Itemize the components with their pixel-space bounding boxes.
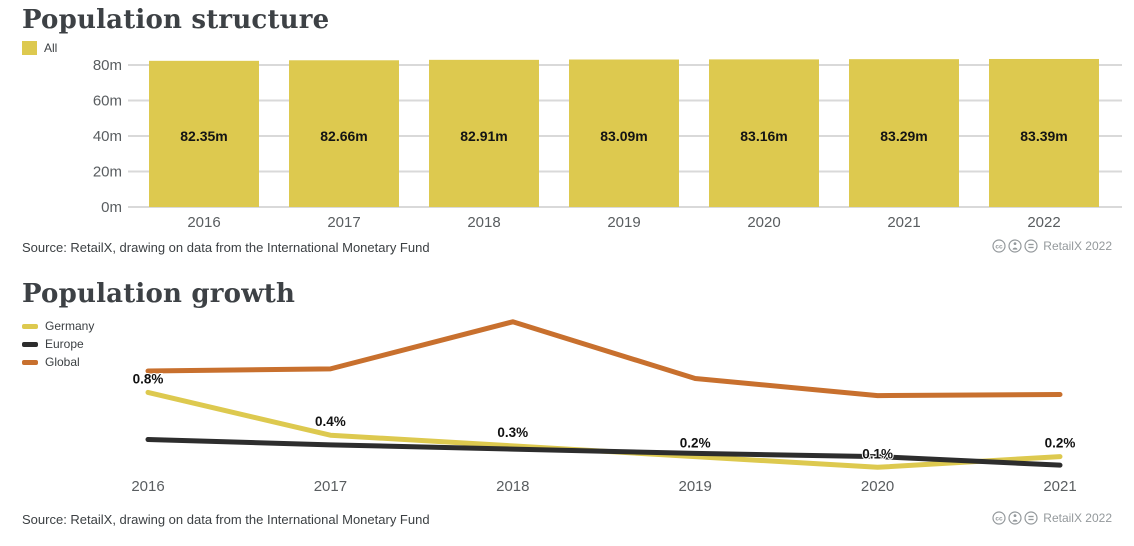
bar-value-label: 82.66m <box>320 128 367 144</box>
cc-icon: cc <box>992 239 1006 253</box>
badge-text: RetailX 2022 <box>1043 239 1112 253</box>
chart-title-population-structure: Population structure <box>22 5 330 35</box>
source-text: Source: RetailX, drawing on data from th… <box>22 240 430 255</box>
y-axis-tick-label: 0m <box>101 199 122 216</box>
data-label-2020: 0.1% <box>862 446 893 461</box>
x-axis-label: 2021 <box>887 214 920 231</box>
bar-value-label: 83.29m <box>880 128 927 144</box>
x-axis-label: 2022 <box>1027 214 1060 231</box>
x-axis-label: 2019 <box>607 214 640 231</box>
line-series-europe <box>145 436 1063 468</box>
cc-icon: cc <box>992 511 1006 525</box>
population-structure-bar-chart: 0m 20m 40m 60m 80m 82.35m 2016 82.66m 2017 82.91m… <box>93 57 1122 231</box>
x-axis-label: 2020 <box>861 478 894 495</box>
y-axis-tick-label: 60m <box>93 93 122 110</box>
bar-value-label: 82.91m <box>460 128 507 144</box>
y-axis-tick-label: 20m <box>93 164 122 181</box>
attribution-icon <box>1008 511 1022 525</box>
data-label-2018: 0.3% <box>497 425 528 440</box>
badge-text: RetailX 2022 <box>1043 511 1112 525</box>
bar-2018 <box>429 59 539 208</box>
x-axis-label: 2019 <box>679 478 712 495</box>
legend-label-all: All <box>44 41 58 55</box>
bar-value-label: 83.39m <box>1020 128 1067 144</box>
line-series-germany <box>145 389 1063 470</box>
bar-2021 <box>849 59 959 207</box>
attribution-icon <box>1008 239 1022 253</box>
data-label-2017: 0.4% <box>315 414 346 429</box>
legend-label-europe: Europe <box>45 337 84 351</box>
bar-2016 <box>149 60 259 207</box>
license-badge: cc RetailX 2022 <box>992 239 1112 253</box>
x-axis-label: 2018 <box>467 214 500 231</box>
legend-item-europe: Europe <box>22 337 84 351</box>
bar-value-label: 82.35m <box>180 128 227 144</box>
line-series-global <box>145 319 1063 399</box>
bar-value-label: 83.16m <box>740 128 787 144</box>
legend-swatch-global <box>22 359 38 365</box>
x-axis-label: 2016 <box>187 214 220 231</box>
bar-2022 <box>989 58 1099 207</box>
bar-2020 <box>709 59 819 208</box>
license-badge: cc RetailX 2022 <box>992 511 1112 525</box>
y-axis-tick-label: 80m <box>93 57 122 74</box>
legend-label-global: Global <box>45 355 80 369</box>
data-label-2021: 0.2% <box>1045 436 1076 451</box>
x-axis-label: 2021 <box>1043 478 1076 495</box>
data-label-2016: 0.8% <box>133 371 164 386</box>
legend-swatch-all <box>22 41 37 55</box>
svg-text:cc: cc <box>996 515 1004 522</box>
license-icons: cc <box>992 239 1038 253</box>
source-row: Source: RetailX, drawing on data from th… <box>0 239 1134 255</box>
svg-text:cc: cc <box>996 243 1004 250</box>
legend-label-germany: Germany <box>45 319 95 333</box>
y-axis-tick-label: 40m <box>93 128 122 145</box>
x-axis-label: 2020 <box>747 214 780 231</box>
x-axis-label: 2016 <box>131 478 164 495</box>
bar-chart-legend: All <box>22 41 57 55</box>
legend-item-global: Global <box>22 355 80 369</box>
equals-icon <box>1024 239 1038 253</box>
x-axis-label: 2017 <box>327 214 360 231</box>
population-growth-line-chart: 0.8% 0.4% 0.3% 0.2% 0.1% 0.2% 2016 2017 2018 2019… <box>131 319 1077 495</box>
chart-title-population-growth: Population growth <box>22 279 296 309</box>
x-axis-label: 2017 <box>314 478 347 495</box>
legend-item-germany: Germany <box>22 319 95 333</box>
source-row: Source: RetailX, drawing on data from th… <box>0 511 1134 527</box>
x-axis-label: 2018 <box>496 478 529 495</box>
bar-value-label: 83.09m <box>600 128 647 144</box>
legend-swatch-germany <box>22 323 38 329</box>
license-icons: cc <box>992 511 1038 525</box>
bar-2019 <box>569 59 679 207</box>
equals-icon <box>1024 511 1038 525</box>
source-text: Source: RetailX, drawing on data from th… <box>22 512 430 527</box>
data-label-2019: 0.2% <box>680 436 711 451</box>
bar-2017 <box>289 60 399 207</box>
legend-swatch-europe <box>22 341 38 347</box>
